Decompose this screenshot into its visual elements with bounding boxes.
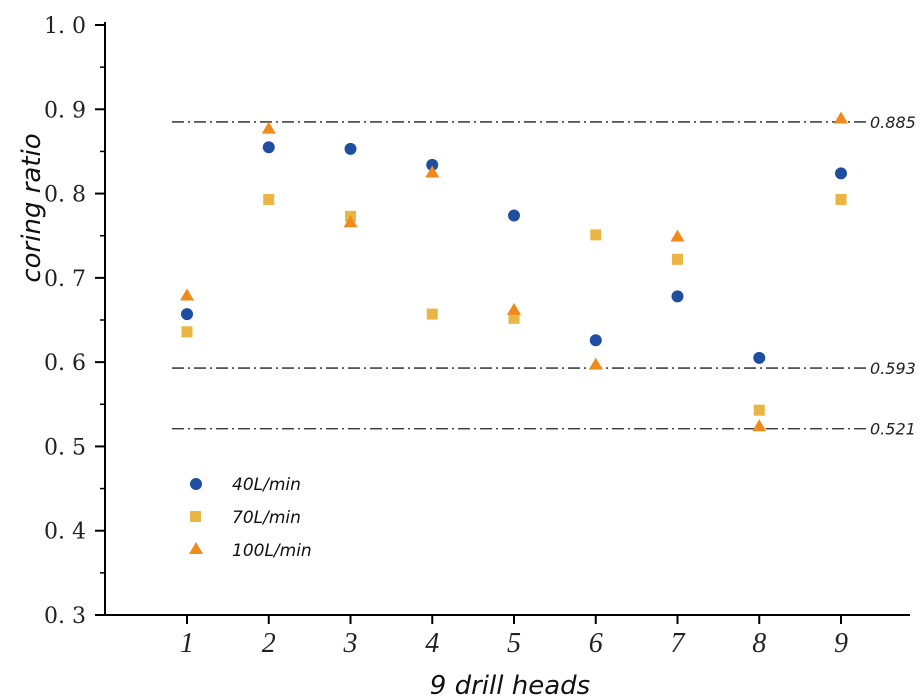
- point-square: [835, 193, 847, 205]
- y-tick-label: 1. 0: [44, 14, 86, 39]
- point-circle: [671, 290, 684, 303]
- reference-line-label: 0.521: [870, 420, 916, 439]
- x-tick-label: 8: [752, 628, 766, 659]
- point-triangle: [588, 357, 603, 370]
- legend-item-70: 70L/min: [190, 508, 301, 528]
- point-circle: [589, 334, 602, 347]
- y-axis-label: coring ratio: [17, 133, 47, 282]
- y-tick-label: 0. 6: [44, 351, 86, 376]
- legend-label-40: 40L/min: [232, 475, 301, 495]
- x-tick-label: 3: [343, 628, 358, 659]
- x-tick-label: 1: [180, 628, 194, 659]
- legend: 40L/min 70L/min 100L/min: [189, 475, 312, 561]
- series-100L/min: [180, 111, 848, 432]
- point-square: [508, 312, 520, 324]
- reference-line-label: 0.885: [870, 113, 916, 132]
- x-tick-label: 6: [589, 628, 603, 659]
- legend-item-40: 40L/min: [190, 475, 301, 495]
- legend-label-100: 100L/min: [232, 541, 312, 561]
- point-triangle: [834, 111, 848, 124]
- x-axis-label: 9 drill heads: [430, 671, 590, 698]
- y-tick-label: 0. 9: [44, 98, 86, 123]
- point-square: [753, 404, 765, 416]
- series-40L/min: [181, 141, 847, 364]
- point-triangle: [507, 302, 521, 315]
- point-triangle: [261, 121, 276, 134]
- point-square: [426, 308, 438, 320]
- legend-marker-100: [189, 542, 203, 554]
- reference-line-label: 0.593: [870, 359, 916, 378]
- y-tick-label: 0. 7: [44, 267, 86, 292]
- point-square: [181, 326, 193, 338]
- y-tick-label: 0. 5: [44, 435, 86, 460]
- x-tick-label: 9: [834, 628, 848, 659]
- point-triangle: [670, 229, 685, 242]
- point-square: [672, 253, 683, 265]
- legend-marker-40: [190, 478, 202, 490]
- y-tick-label: 0. 3: [44, 604, 86, 629]
- point-triangle: [425, 165, 440, 178]
- point-circle: [426, 158, 439, 171]
- legend-label-70: 70L/min: [232, 508, 301, 528]
- point-circle: [753, 351, 766, 364]
- point-square: [590, 229, 602, 241]
- point-triangle: [343, 215, 358, 228]
- point-square: [263, 193, 275, 205]
- legend-marker-70: [190, 511, 201, 522]
- legend-item-100: 100L/min: [189, 541, 312, 561]
- point-circle: [181, 308, 193, 321]
- axes: [104, 22, 910, 616]
- point-circle: [344, 142, 357, 155]
- point-circle: [262, 141, 275, 154]
- point-triangle: [180, 288, 194, 301]
- x-tick-label: 2: [262, 628, 276, 659]
- y-tick-label: 0. 8: [44, 183, 86, 208]
- data-points: [180, 111, 848, 432]
- x-tick-label: 7: [671, 628, 686, 659]
- y-tick-label: 0. 4: [44, 520, 86, 545]
- x-tick-label: 4: [425, 628, 439, 659]
- y-ticks: 0. 3 0. 4 0. 5 0. 6 0. 7 0. 8 0. 9 1. 0: [44, 14, 105, 629]
- x-ticks: 1 2 3 4 5 6 7 8 9: [180, 615, 848, 659]
- point-circle: [835, 167, 847, 180]
- point-circle: [508, 209, 520, 222]
- x-tick-label: 5: [507, 628, 521, 659]
- reference-lines: 0.885 0.593 0.521: [172, 113, 916, 439]
- point-triangle: [752, 419, 767, 432]
